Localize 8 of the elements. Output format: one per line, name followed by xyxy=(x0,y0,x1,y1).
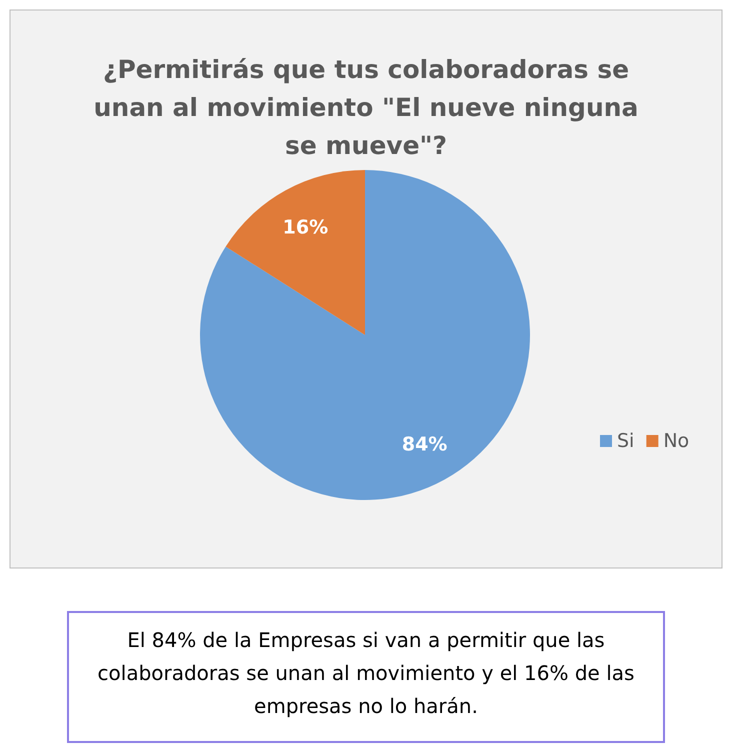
legend-label: No xyxy=(663,430,690,452)
pie-slice xyxy=(200,170,530,500)
pie-slice xyxy=(226,170,365,335)
legend-label: Si xyxy=(617,430,634,452)
text: El 84% de la Empresas si van a permitir que las colaboradoras se unan al movimiento y el 16% de las empresas no lo harán. xyxy=(98,628,634,718)
data-label: 16% xyxy=(282,216,328,239)
data-label: 84% xyxy=(402,433,448,456)
chart-title: ¿Permitirás que tus colaboradoras se unan al movimiento "El nueve ninguna se mueve"? xyxy=(94,55,638,160)
